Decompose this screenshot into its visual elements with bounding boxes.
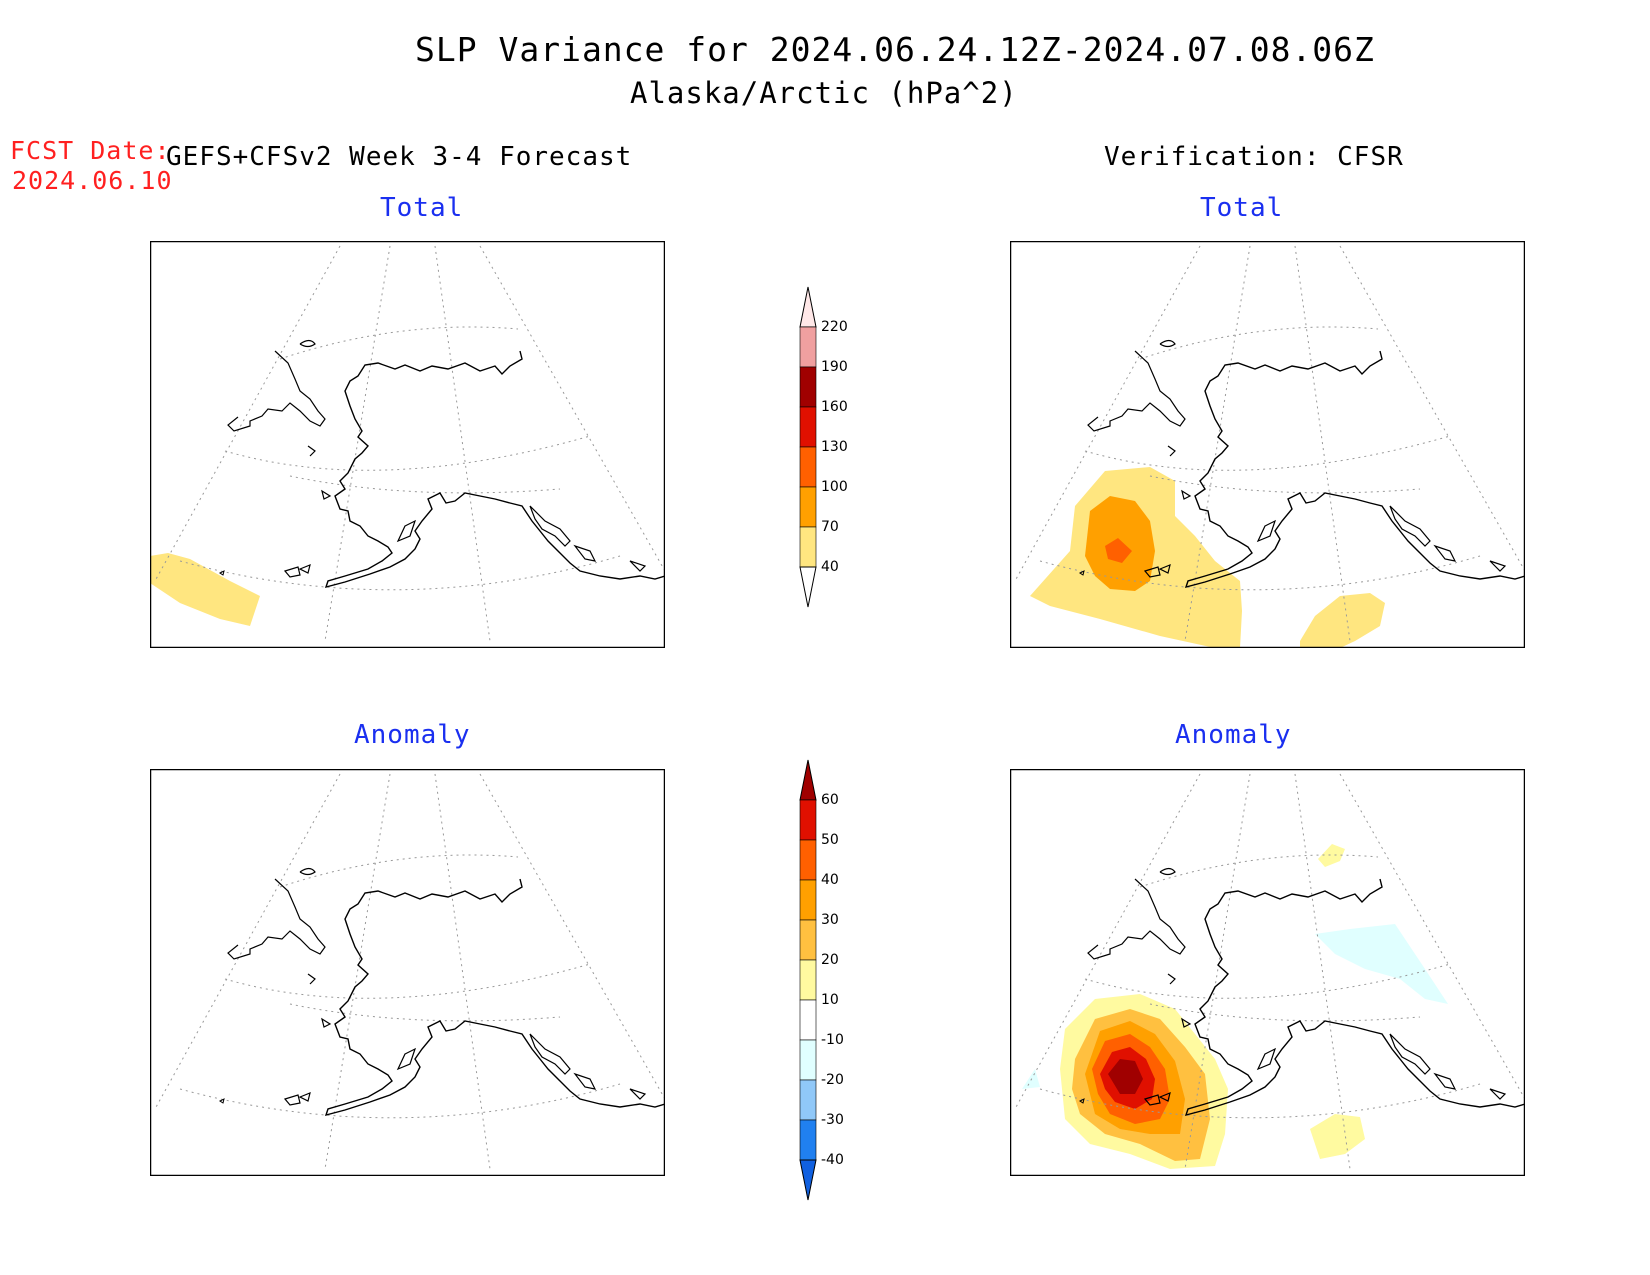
panel-title-fcst-total: Total [380, 193, 464, 223]
anomaly-contour-10 [1318, 844, 1345, 867]
cbar-anom-label-50: 50 [821, 832, 839, 848]
map-obs-anom [1010, 769, 1525, 1176]
fcst-date-value: 2024.06.10 [12, 166, 173, 195]
colorbar-total: 220 190 160 130 100 70 40 [795, 282, 875, 612]
cbar-total-label-70: 70 [821, 519, 839, 535]
cbar-total-label-160: 160 [821, 399, 848, 415]
cbar-anom-label-10: 10 [821, 992, 839, 1008]
map-obs-total [1010, 241, 1525, 648]
cbar-total-label-130: 130 [821, 439, 848, 455]
map-fcst-total [150, 241, 665, 648]
cbar-anom-label-20: 20 [821, 952, 839, 968]
panel-title-fcst-anom: Anomaly [354, 720, 471, 750]
panel-title-obs-total: Total [1200, 193, 1284, 223]
cbar-total-label-220: 220 [821, 319, 848, 335]
cbar-anom-label-60: 60 [821, 792, 839, 808]
subtitle: Alaska/Arctic (hPa^2) [630, 76, 1018, 110]
cbar-anom-label-neg10: -10 [821, 1032, 844, 1048]
cbar-total-label-190: 190 [821, 359, 848, 375]
anomaly-contour-60 [1108, 1059, 1143, 1094]
map-fcst-anom [150, 769, 665, 1176]
colorbar-anomaly: 60 50 40 30 20 10 -10 -20 -30 -40 [795, 755, 875, 1205]
variance-contour-40 [150, 553, 260, 626]
cbar-total-label-40: 40 [821, 559, 839, 575]
main-title: SLP Variance for 2024.06.24.12Z-2024.07.… [415, 30, 1375, 69]
left-header: GEFS+CFSv2 Week 3-4 Forecast [166, 142, 633, 172]
anomaly-contour-neg10 [1315, 924, 1448, 1004]
cbar-total-label-100: 100 [821, 479, 848, 495]
variance-contour-100 [1105, 538, 1132, 563]
anomaly-contour-10 [1310, 1114, 1365, 1159]
right-header: Verification: CFSR [1104, 142, 1404, 172]
cbar-anom-label-neg30: -30 [821, 1112, 844, 1128]
cbar-anom-label-neg20: -20 [821, 1072, 844, 1088]
panel-title-obs-anom: Anomaly [1175, 720, 1292, 750]
cbar-anom-label-40: 40 [821, 872, 839, 888]
cbar-anom-label-30: 30 [821, 912, 839, 928]
fcst-date-label: FCST Date: [10, 136, 171, 165]
variance-contour-40 [1300, 593, 1385, 648]
cbar-anom-label-neg40: -40 [821, 1152, 844, 1168]
